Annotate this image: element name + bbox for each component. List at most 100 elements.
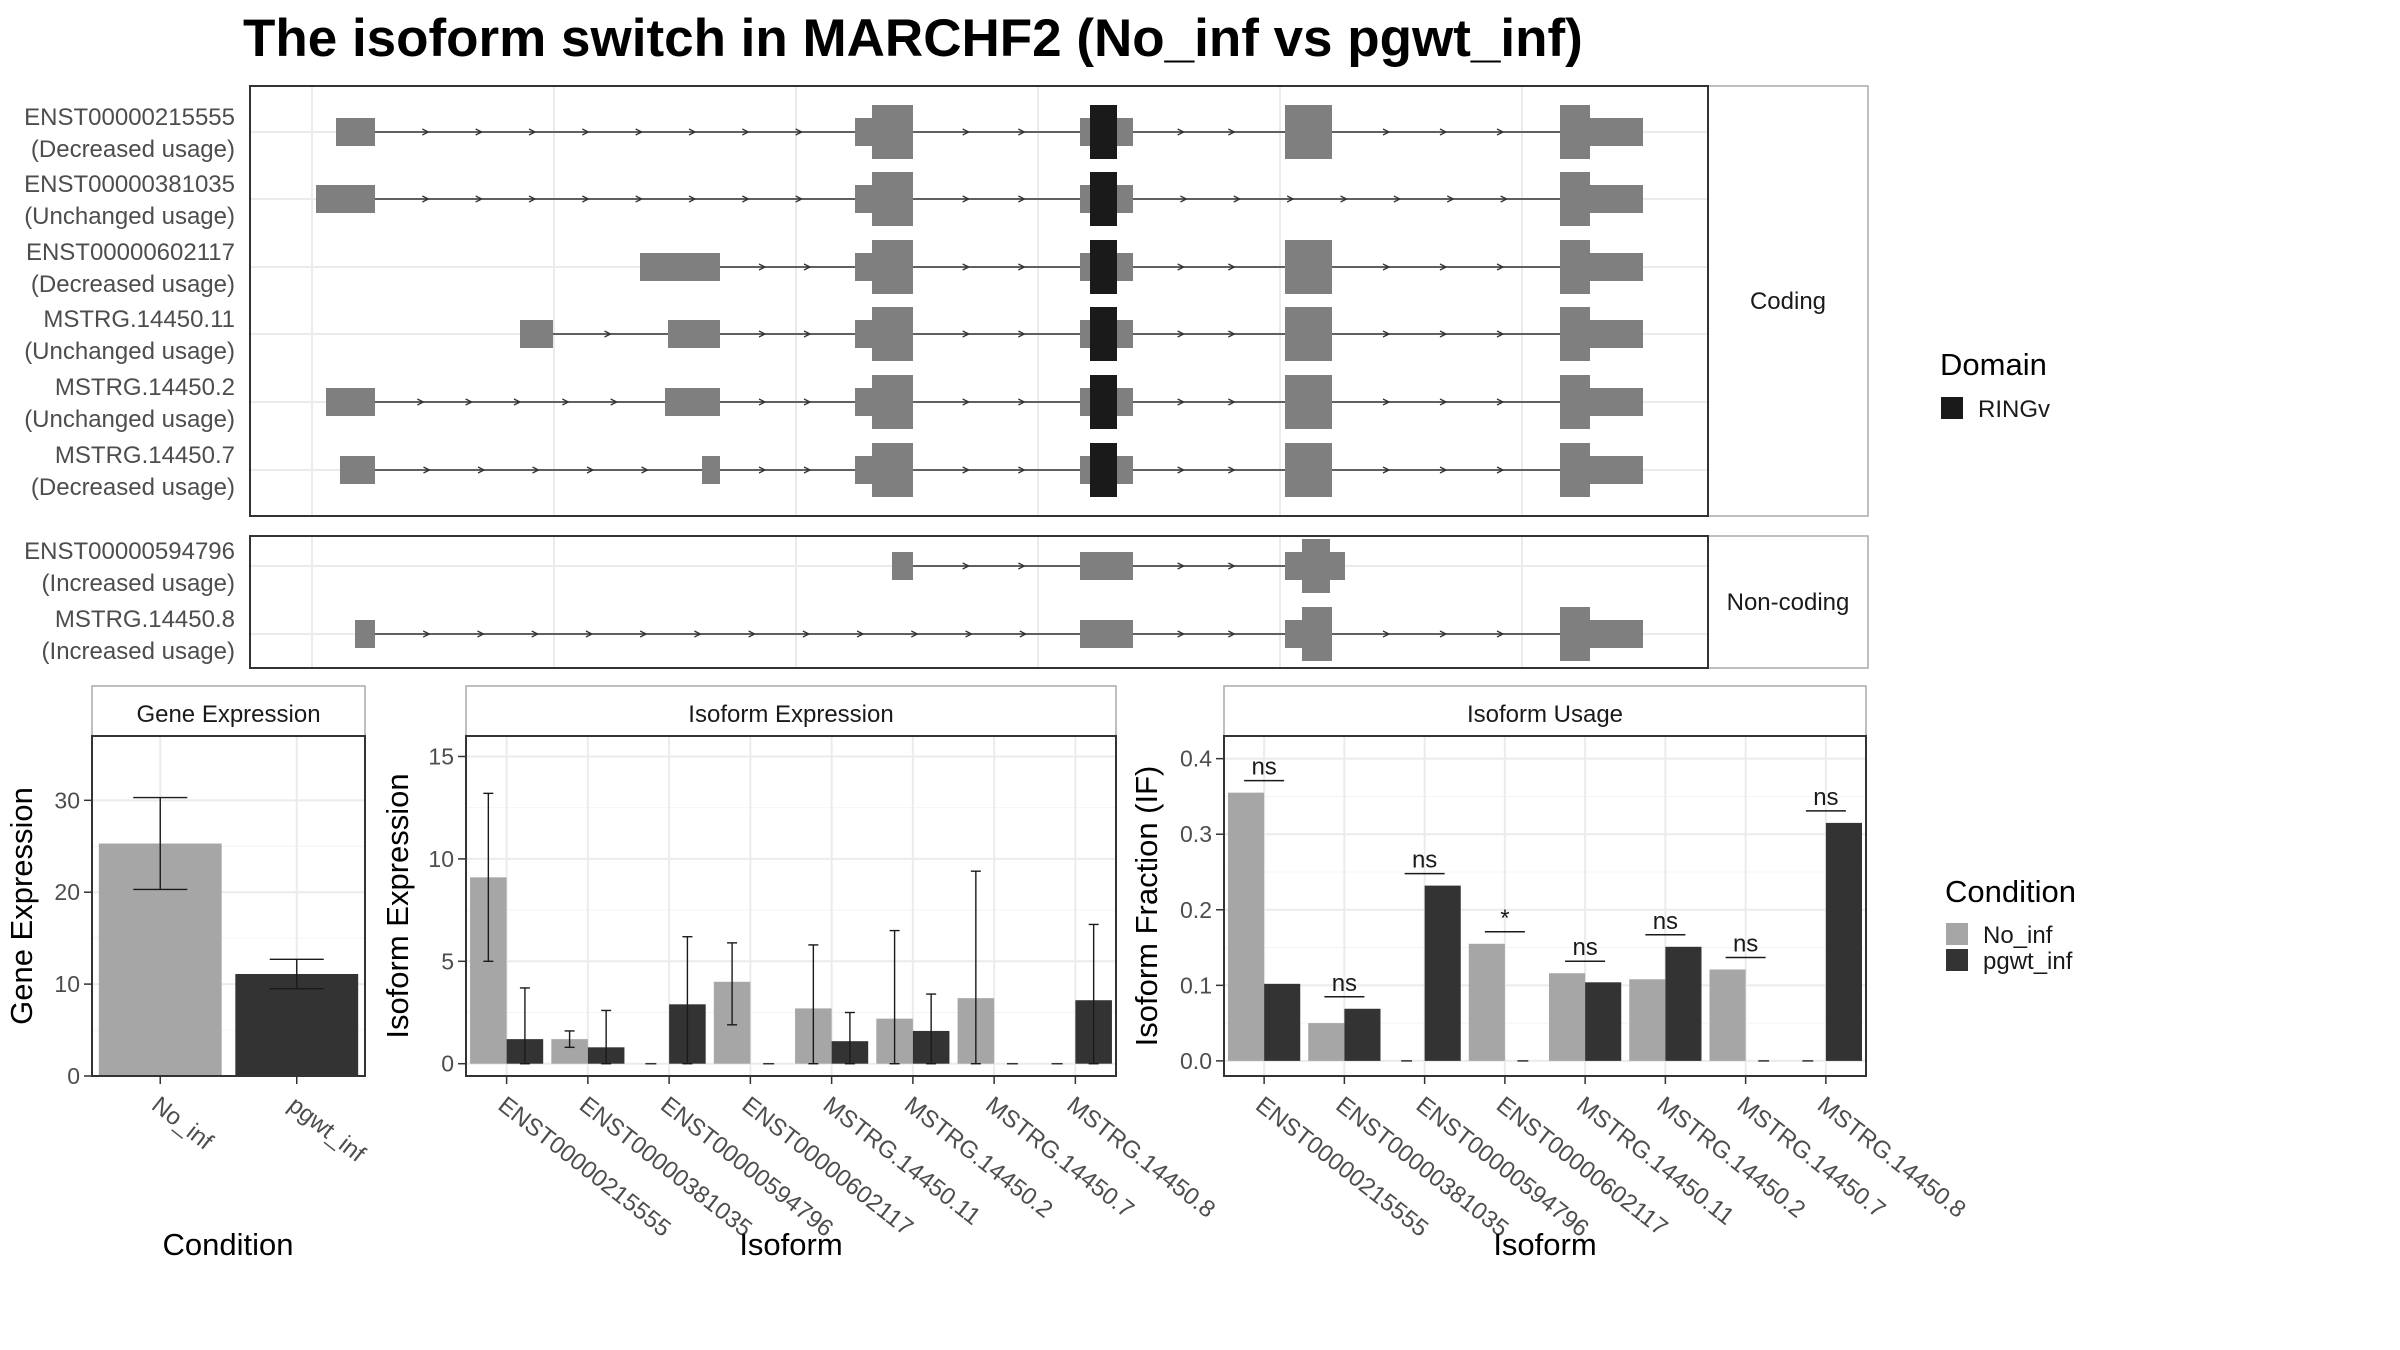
strand-arrow xyxy=(1382,128,1391,136)
strand-arrow xyxy=(1496,330,1505,338)
strand-arrow xyxy=(513,398,522,406)
x-axis-label: Isoform xyxy=(739,1227,842,1262)
strand-arrow xyxy=(1228,128,1236,136)
strand-arrow xyxy=(688,128,697,136)
utr-exon xyxy=(855,456,872,484)
strand-arrow xyxy=(742,195,750,203)
strand-arrow xyxy=(1228,562,1236,570)
strand-arrow xyxy=(582,128,590,136)
utr-exon xyxy=(1117,320,1133,348)
condition-legend-title: Condition xyxy=(1945,874,2076,909)
strand-arrow xyxy=(1018,263,1026,271)
x-tick-label: No_inf xyxy=(147,1091,219,1155)
strand-arrow xyxy=(803,466,812,474)
strand-arrow xyxy=(641,466,649,474)
chart-1: Isoform Expression051015ENST00000215555E… xyxy=(380,685,1220,1262)
transcript-ENST00000594796 xyxy=(892,539,1345,593)
significance-label: ns xyxy=(1412,847,1437,874)
chart-title: Isoform Usage xyxy=(1467,701,1623,728)
noncoding-panel-strip xyxy=(1707,535,1869,669)
strand-arrow xyxy=(635,128,644,136)
transcript-MSTRG.14450.8 xyxy=(355,607,1643,661)
utr-exon xyxy=(855,118,872,146)
utr-exon xyxy=(1117,456,1133,484)
coding-panel-border xyxy=(249,85,1709,517)
bar xyxy=(1549,973,1586,1061)
y-axis-label: Isoform Expression xyxy=(380,773,415,1038)
condition-legend-key xyxy=(1946,923,1968,945)
domain-legend-label: RINGv xyxy=(1978,396,2050,423)
strand-arrow xyxy=(1177,466,1186,474)
bar xyxy=(235,974,359,1076)
strand-arrow xyxy=(635,195,644,203)
utr-exon xyxy=(1080,552,1133,580)
utr-exon xyxy=(855,253,872,281)
utr-exon xyxy=(1080,185,1090,213)
transcript-structure-panel: Coding Non-coding ENST00000215555 (Decrease… xyxy=(24,85,1869,669)
strand-arrow xyxy=(803,398,812,406)
y-tick-label: 0.2 xyxy=(1180,897,1212,923)
strand-arrow xyxy=(1382,330,1391,338)
bar xyxy=(1665,946,1702,1061)
bar xyxy=(1825,822,1862,1061)
transcript-id-label: ENST00000215555 xyxy=(24,104,235,131)
coding-exon xyxy=(1560,105,1590,159)
transcript-status-label: (Decreased usage) xyxy=(31,136,235,163)
utr-exon xyxy=(316,185,375,213)
strand-arrow xyxy=(1180,195,1188,203)
strand-arrow xyxy=(531,630,540,638)
utr-exon xyxy=(355,620,375,648)
coding-panel-background xyxy=(250,86,1708,516)
strand-arrow xyxy=(1018,562,1026,570)
strand-arrow xyxy=(803,330,812,338)
y-tick-label: 10 xyxy=(54,971,80,997)
coding-exon xyxy=(1560,607,1590,661)
utr-exon xyxy=(665,388,720,416)
utr-exon xyxy=(1080,118,1090,146)
significance-label: ns xyxy=(1813,784,1838,811)
coding-panel-strip xyxy=(1707,85,1869,517)
utr-exon xyxy=(1590,620,1643,648)
strand-arrow xyxy=(856,630,865,638)
strand-arrow xyxy=(562,398,570,406)
coding-exon xyxy=(1560,307,1590,361)
transcript-id-label: MSTRG.14450.2 xyxy=(55,374,235,401)
strand-arrow xyxy=(1439,330,1448,338)
x-tick-label: MSTRG.14450.7 xyxy=(980,1091,1139,1223)
utr-exon xyxy=(1590,456,1643,484)
ringv-domain xyxy=(1090,240,1117,294)
strand-arrow xyxy=(1177,562,1186,570)
coding-exon xyxy=(1302,539,1330,593)
bar xyxy=(1344,1008,1381,1061)
x-tick-label: pgwt_inf xyxy=(283,1091,370,1168)
strand-arrow xyxy=(528,195,537,203)
strand-arrow xyxy=(748,630,757,638)
transcript-ENST00000381035 xyxy=(316,172,1643,226)
transcript-id-label: ENST00000602117 xyxy=(26,239,235,266)
transcript-MSTRG.14450.7 xyxy=(340,443,1643,497)
strand-arrow xyxy=(1439,398,1448,406)
bar xyxy=(1585,982,1622,1061)
coding-exon xyxy=(872,307,913,361)
strand-arrow xyxy=(422,195,430,203)
y-axis-label: Isoform Fraction (IF) xyxy=(1129,766,1164,1047)
utr-exon xyxy=(1590,253,1643,281)
y-tick-label: 10 xyxy=(428,846,454,872)
coding-exon xyxy=(872,172,913,226)
strand-arrow xyxy=(1177,398,1186,406)
transcript-id-label: MSTRG.14450.7 xyxy=(55,442,235,469)
transcript-status-label: (Increased usage) xyxy=(42,570,235,597)
utr-exon xyxy=(1590,388,1643,416)
strand-arrow xyxy=(417,398,425,406)
bar xyxy=(1228,792,1265,1061)
utr-exon xyxy=(1080,620,1133,648)
utr-exon xyxy=(1117,118,1133,146)
significance-label: ns xyxy=(1733,930,1758,957)
coding-exon xyxy=(872,240,913,294)
significance-label: ns xyxy=(1251,754,1276,781)
strand-arrow xyxy=(742,128,750,136)
y-tick-label: 30 xyxy=(54,787,80,813)
strand-arrow xyxy=(758,398,767,406)
figure-title: The isoform switch in MARCHF2 (No_inf vs… xyxy=(243,9,1583,68)
strand-arrow xyxy=(962,466,971,474)
